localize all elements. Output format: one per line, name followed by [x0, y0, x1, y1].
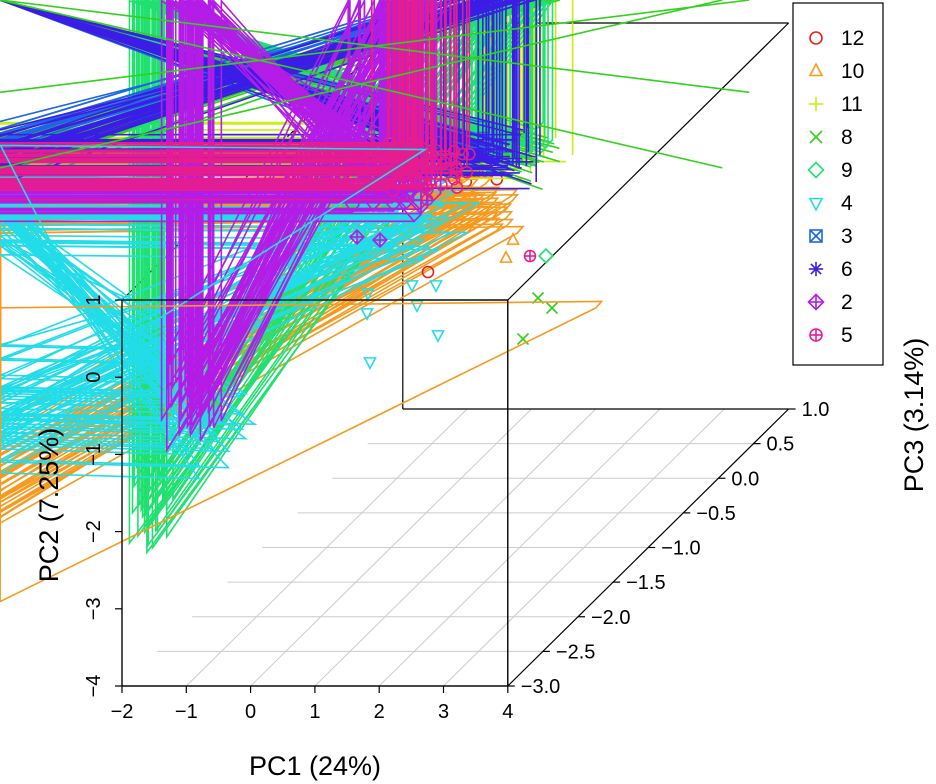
- data-point-4: [0, 144, 428, 426]
- data-point-4: [0, 216, 442, 443]
- x-tick-label: −1: [175, 701, 198, 723]
- data-point-2: [371, 231, 389, 249]
- data-point-10: [506, 231, 520, 245]
- data-point-4: [361, 288, 375, 302]
- x-tick-label: 0: [245, 701, 256, 723]
- x-axis-ticks: −2 −1 0 1 2 3 4: [111, 686, 513, 723]
- z-axis-ticks: −3.0 −2.5 −2.0 −1.5 −1.0 −0.5 0.0 0.5 1.0: [507, 399, 830, 698]
- data-point-5: [0, 0, 464, 194]
- data-point-5: [0, 0, 433, 193]
- y-tick-label: −2: [83, 520, 105, 543]
- legend-label-9: 9: [841, 159, 853, 182]
- data-point-5: [0, 0, 409, 158]
- y-axis-title: PC2 (7.25%): [34, 428, 64, 583]
- data-point-4: [360, 308, 374, 322]
- z-tick-label: 0.0: [731, 468, 759, 490]
- z-tick-label: −1.0: [661, 538, 700, 560]
- legend-marker-11: [808, 96, 824, 112]
- z-tick-label: 1.0: [802, 399, 830, 421]
- data-point-12: [421, 265, 435, 279]
- data-point-8: [516, 332, 530, 346]
- data-point-5: [523, 249, 537, 263]
- z-tick-label: −3.0: [521, 676, 560, 698]
- x-tick-label: 1: [309, 701, 320, 723]
- data-point-5: [0, 0, 423, 176]
- legend-label-8: 8: [841, 126, 853, 149]
- legend-marker-5: [809, 328, 823, 342]
- x-tick-label: 4: [502, 701, 513, 723]
- data-point-2: [348, 228, 366, 246]
- legend-label-2: 2: [841, 291, 853, 314]
- x-axis-title: PC1 (24%): [249, 751, 381, 781]
- data-point-4: [0, 234, 426, 426]
- data-point-4: [431, 330, 445, 344]
- data-point-4: [0, 227, 452, 453]
- data-point-5: [0, 0, 461, 186]
- legend-marker-6: [808, 261, 824, 277]
- legend: 12 10 11 8 9 4 3 6 2 5: [792, 2, 884, 366]
- legend-label-3: 3: [841, 225, 853, 248]
- x-tick-label: 2: [374, 701, 385, 723]
- data-point-5: [0, 0, 474, 179]
- y-tick-label: −4: [83, 675, 105, 698]
- legend-marker-9: [807, 161, 825, 179]
- legend-marker-8: [809, 130, 823, 144]
- data-point-4: [363, 357, 377, 371]
- data-point-8: [0, 0, 750, 94]
- data-point-4: [429, 280, 443, 294]
- z-tick-label: −2.0: [591, 607, 630, 629]
- box-edge: [507, 408, 790, 687]
- x-tick-label: −2: [111, 701, 134, 723]
- legend-label-11: 11: [841, 93, 863, 116]
- data-points: [0, 0, 750, 603]
- y-tick-label: −3: [83, 597, 105, 620]
- legend-marker-10: [808, 62, 824, 77]
- z-tick-label: −0.5: [696, 503, 735, 525]
- data-point-8: [0, 0, 723, 169]
- data-point-5: [0, 0, 405, 188]
- box-edge: [507, 22, 790, 301]
- data-point-9: [537, 247, 555, 265]
- y-axis-ticks: −4 −3 −2 −1 0 1: [83, 294, 122, 697]
- legend-box: [792, 2, 884, 366]
- data-point-5: [0, 0, 440, 168]
- y-tick-label: −1: [83, 443, 105, 466]
- legend-label-4: 4: [841, 192, 853, 215]
- data-point-4: [0, 223, 421, 422]
- data-point-9: [147, 0, 546, 548]
- data-point-10: [0, 300, 604, 603]
- z-tick-label: −2.5: [556, 641, 595, 663]
- legend-marker-12: [809, 31, 823, 45]
- legend-marker-3: [809, 229, 823, 243]
- y-tick-label: 1: [83, 294, 105, 305]
- y-tick-label: 0: [83, 372, 105, 383]
- legend-label-5: 5: [841, 324, 853, 347]
- floor-grid: [157, 408, 754, 687]
- data-point-8: [545, 301, 559, 315]
- z-tick-label: −1.5: [626, 572, 665, 594]
- legend-marker-4: [808, 197, 824, 212]
- data-point-5: [0, 0, 452, 169]
- legend-marker-2: [807, 293, 825, 311]
- x-tick-label: 3: [438, 701, 449, 723]
- data-point-10: [499, 249, 513, 263]
- legend-label-12: 12: [841, 27, 864, 50]
- legend-label-6: 6: [841, 258, 853, 281]
- legend-label-10: 10: [841, 60, 864, 83]
- z-axis-title: PC3 (3.14%): [899, 338, 929, 493]
- data-point-4: [410, 300, 424, 314]
- data-point-4: [405, 280, 419, 294]
- z-tick-label: 0.5: [767, 434, 795, 456]
- data-point-5: [0, 0, 402, 157]
